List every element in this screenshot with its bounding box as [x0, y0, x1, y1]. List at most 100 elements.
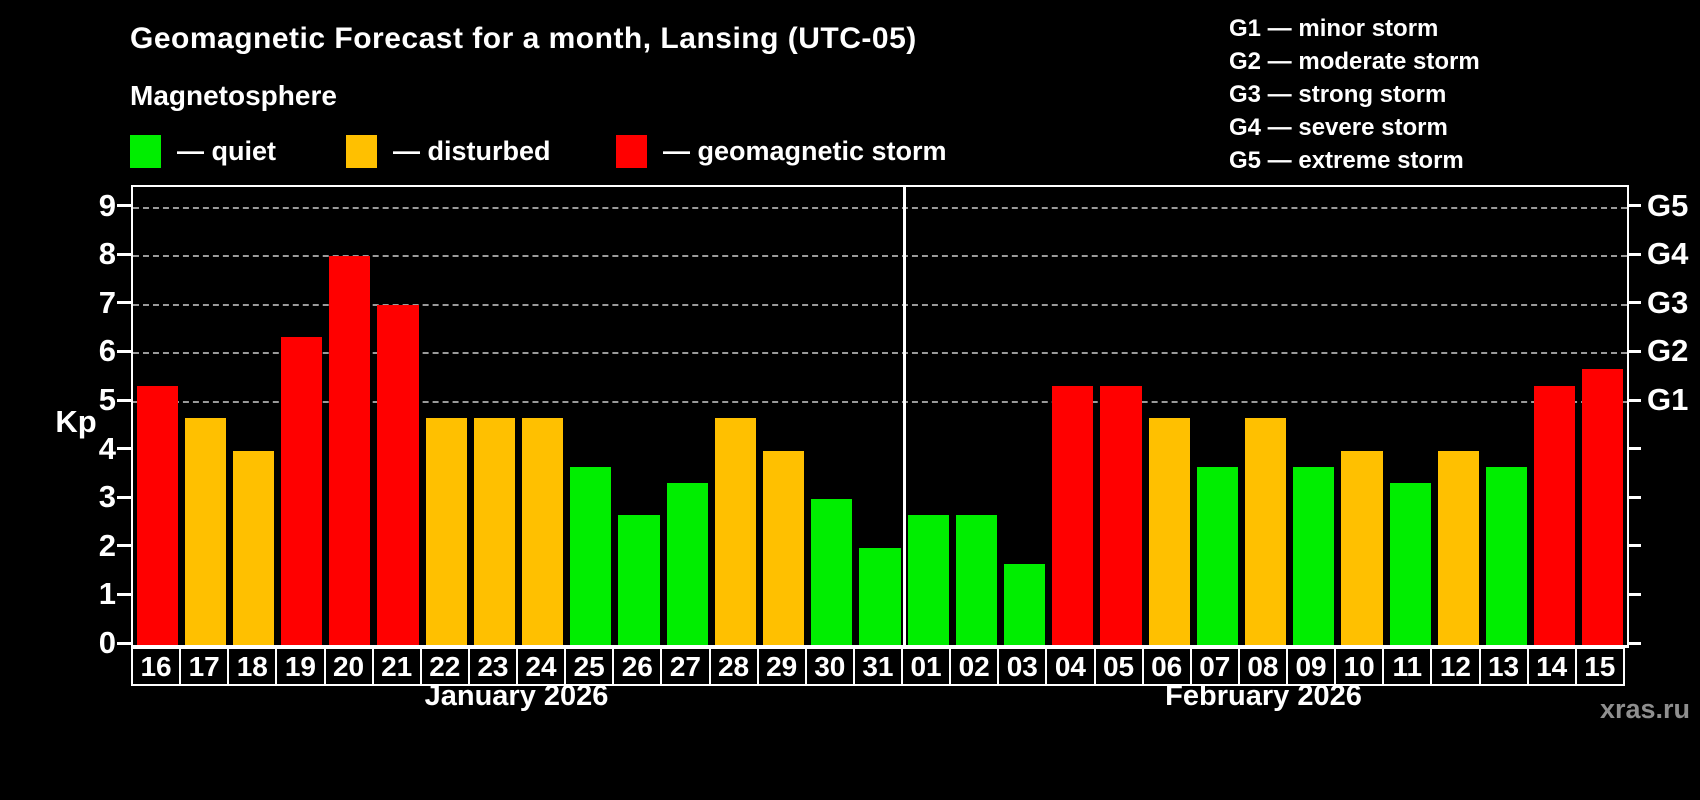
day-cell: 05 — [1096, 649, 1144, 684]
kp-bar — [1341, 450, 1383, 645]
page-title: Geomagnetic Forecast for a month, Lansin… — [130, 22, 917, 55]
legend-item-storm: — geomagnetic storm — [616, 134, 947, 168]
day-cell: 16 — [133, 649, 182, 684]
kp-bar — [473, 418, 516, 645]
y-axis-title: Kp — [55, 404, 97, 439]
day-cell: 25 — [566, 649, 615, 684]
y-tick-label: 7 — [98, 284, 116, 320]
quiet-color-swatch — [130, 134, 161, 168]
right-axis-tick — [1627, 592, 1641, 596]
day-cell: 30 — [807, 649, 855, 684]
kp-bar — [281, 337, 323, 645]
y-axis-tick — [117, 204, 131, 208]
month-label-february: February 2026 — [1165, 680, 1362, 712]
g-axis-label: G1 — [1647, 382, 1689, 417]
kp-bar — [522, 418, 564, 645]
kp-bar — [763, 450, 805, 645]
day-cell: 26 — [614, 649, 663, 684]
kp-bar — [329, 256, 371, 645]
right-axis-tick — [1627, 349, 1641, 353]
day-cell: 28 — [711, 649, 759, 684]
day-cell: 03 — [999, 649, 1048, 684]
right-axis-tick — [1627, 641, 1641, 645]
day-cell: 18 — [229, 649, 278, 684]
day-cell: 04 — [1047, 649, 1096, 684]
watermark: xras.ru — [1599, 694, 1690, 724]
y-tick-label: 0 — [98, 625, 116, 660]
day-cell: 11 — [1384, 649, 1433, 684]
y-axis-tick — [117, 641, 131, 645]
y-tick-label: 6 — [98, 333, 116, 369]
g-axis-label: G4 — [1647, 236, 1689, 272]
gridline-kp-5 — [133, 401, 1627, 403]
day-cell: 12 — [1432, 649, 1481, 684]
y-tick-label: 5 — [98, 382, 116, 417]
y-tick-label: 1 — [98, 576, 116, 612]
day-cell: 17 — [181, 649, 230, 684]
g-axis-label: G3 — [1647, 284, 1689, 320]
kp-bar — [666, 483, 708, 645]
kp-bar — [1389, 483, 1431, 645]
day-cell: 23 — [470, 649, 518, 684]
legend-label: — disturbed — [393, 135, 551, 166]
right-axis-tick — [1627, 447, 1641, 451]
magnetosphere-subtitle: Magnetosphere — [130, 80, 337, 111]
g-scale-legend: G1 — minor storm G2 — moderate storm G3 … — [1229, 12, 1480, 177]
day-cell: 08 — [1240, 649, 1288, 684]
kp-bar — [811, 499, 853, 645]
kp-bar — [232, 450, 275, 645]
day-axis-strip: 16 17 18 19 20 21 22 23 24 25 26 27 28 29 30 31 01 02 03 04… — [131, 647, 1625, 686]
day-cell: 10 — [1336, 649, 1385, 684]
g-axis-label: G2 — [1647, 333, 1689, 369]
kp-bar — [1485, 466, 1528, 645]
kp-bar — [714, 418, 756, 645]
day-cell: 31 — [855, 649, 903, 684]
y-axis-tick — [117, 398, 131, 402]
storm-color-swatch — [616, 134, 647, 168]
right-axis-tick — [1627, 252, 1641, 256]
right-axis-tick — [1627, 544, 1641, 548]
right-axis-tick — [1627, 301, 1641, 305]
g-axis-label: G5 — [1647, 187, 1689, 223]
kp-bar — [1293, 466, 1335, 645]
kp-bar — [1244, 418, 1287, 645]
y-tick-label: 3 — [98, 479, 116, 515]
day-cell: 20 — [326, 649, 374, 684]
kp-bar — [136, 385, 178, 645]
month-label-january: January 2026 — [424, 680, 609, 712]
kp-bar — [1148, 418, 1190, 645]
g-scale-legend-line: G1 — minor storm — [1229, 15, 1439, 42]
kp-bar — [425, 418, 467, 645]
kp-bar — [1052, 385, 1094, 645]
g-scale-legend-line: G2 — moderate storm — [1229, 48, 1480, 75]
day-cell: 21 — [374, 649, 422, 684]
legend-label: — quiet — [177, 135, 276, 166]
day-cell: 01 — [903, 649, 952, 684]
y-axis-tick — [117, 447, 131, 451]
gridline-kp-9 — [133, 206, 1627, 209]
gridline-kp-7 — [133, 303, 1627, 306]
y-axis-tick — [117, 544, 131, 548]
kp-bar — [618, 515, 660, 645]
g-scale-legend-line: G5 — extreme storm — [1229, 147, 1464, 174]
right-axis-tick — [1627, 495, 1641, 499]
kp-bar — [1196, 466, 1238, 645]
y-axis-tick — [117, 252, 131, 256]
legend-label: — geomagnetic storm — [663, 135, 947, 166]
day-cell: 15 — [1584, 650, 1616, 682]
kp-bar — [570, 466, 612, 645]
day-cell: 22 — [422, 649, 470, 684]
y-tick-label: 2 — [98, 527, 116, 563]
day-cell: 27 — [662, 649, 711, 684]
day-cell: 24 — [518, 649, 567, 684]
y-axis-tick — [117, 495, 131, 499]
kp-bar — [1534, 385, 1576, 645]
day-cell: 19 — [277, 649, 326, 684]
kp-bar — [859, 547, 901, 645]
kp-bar — [1582, 369, 1624, 645]
day-cell: 06 — [1144, 649, 1192, 684]
month-divider — [902, 187, 906, 645]
kp-bar — [1100, 385, 1142, 645]
plot-area — [131, 185, 1629, 648]
